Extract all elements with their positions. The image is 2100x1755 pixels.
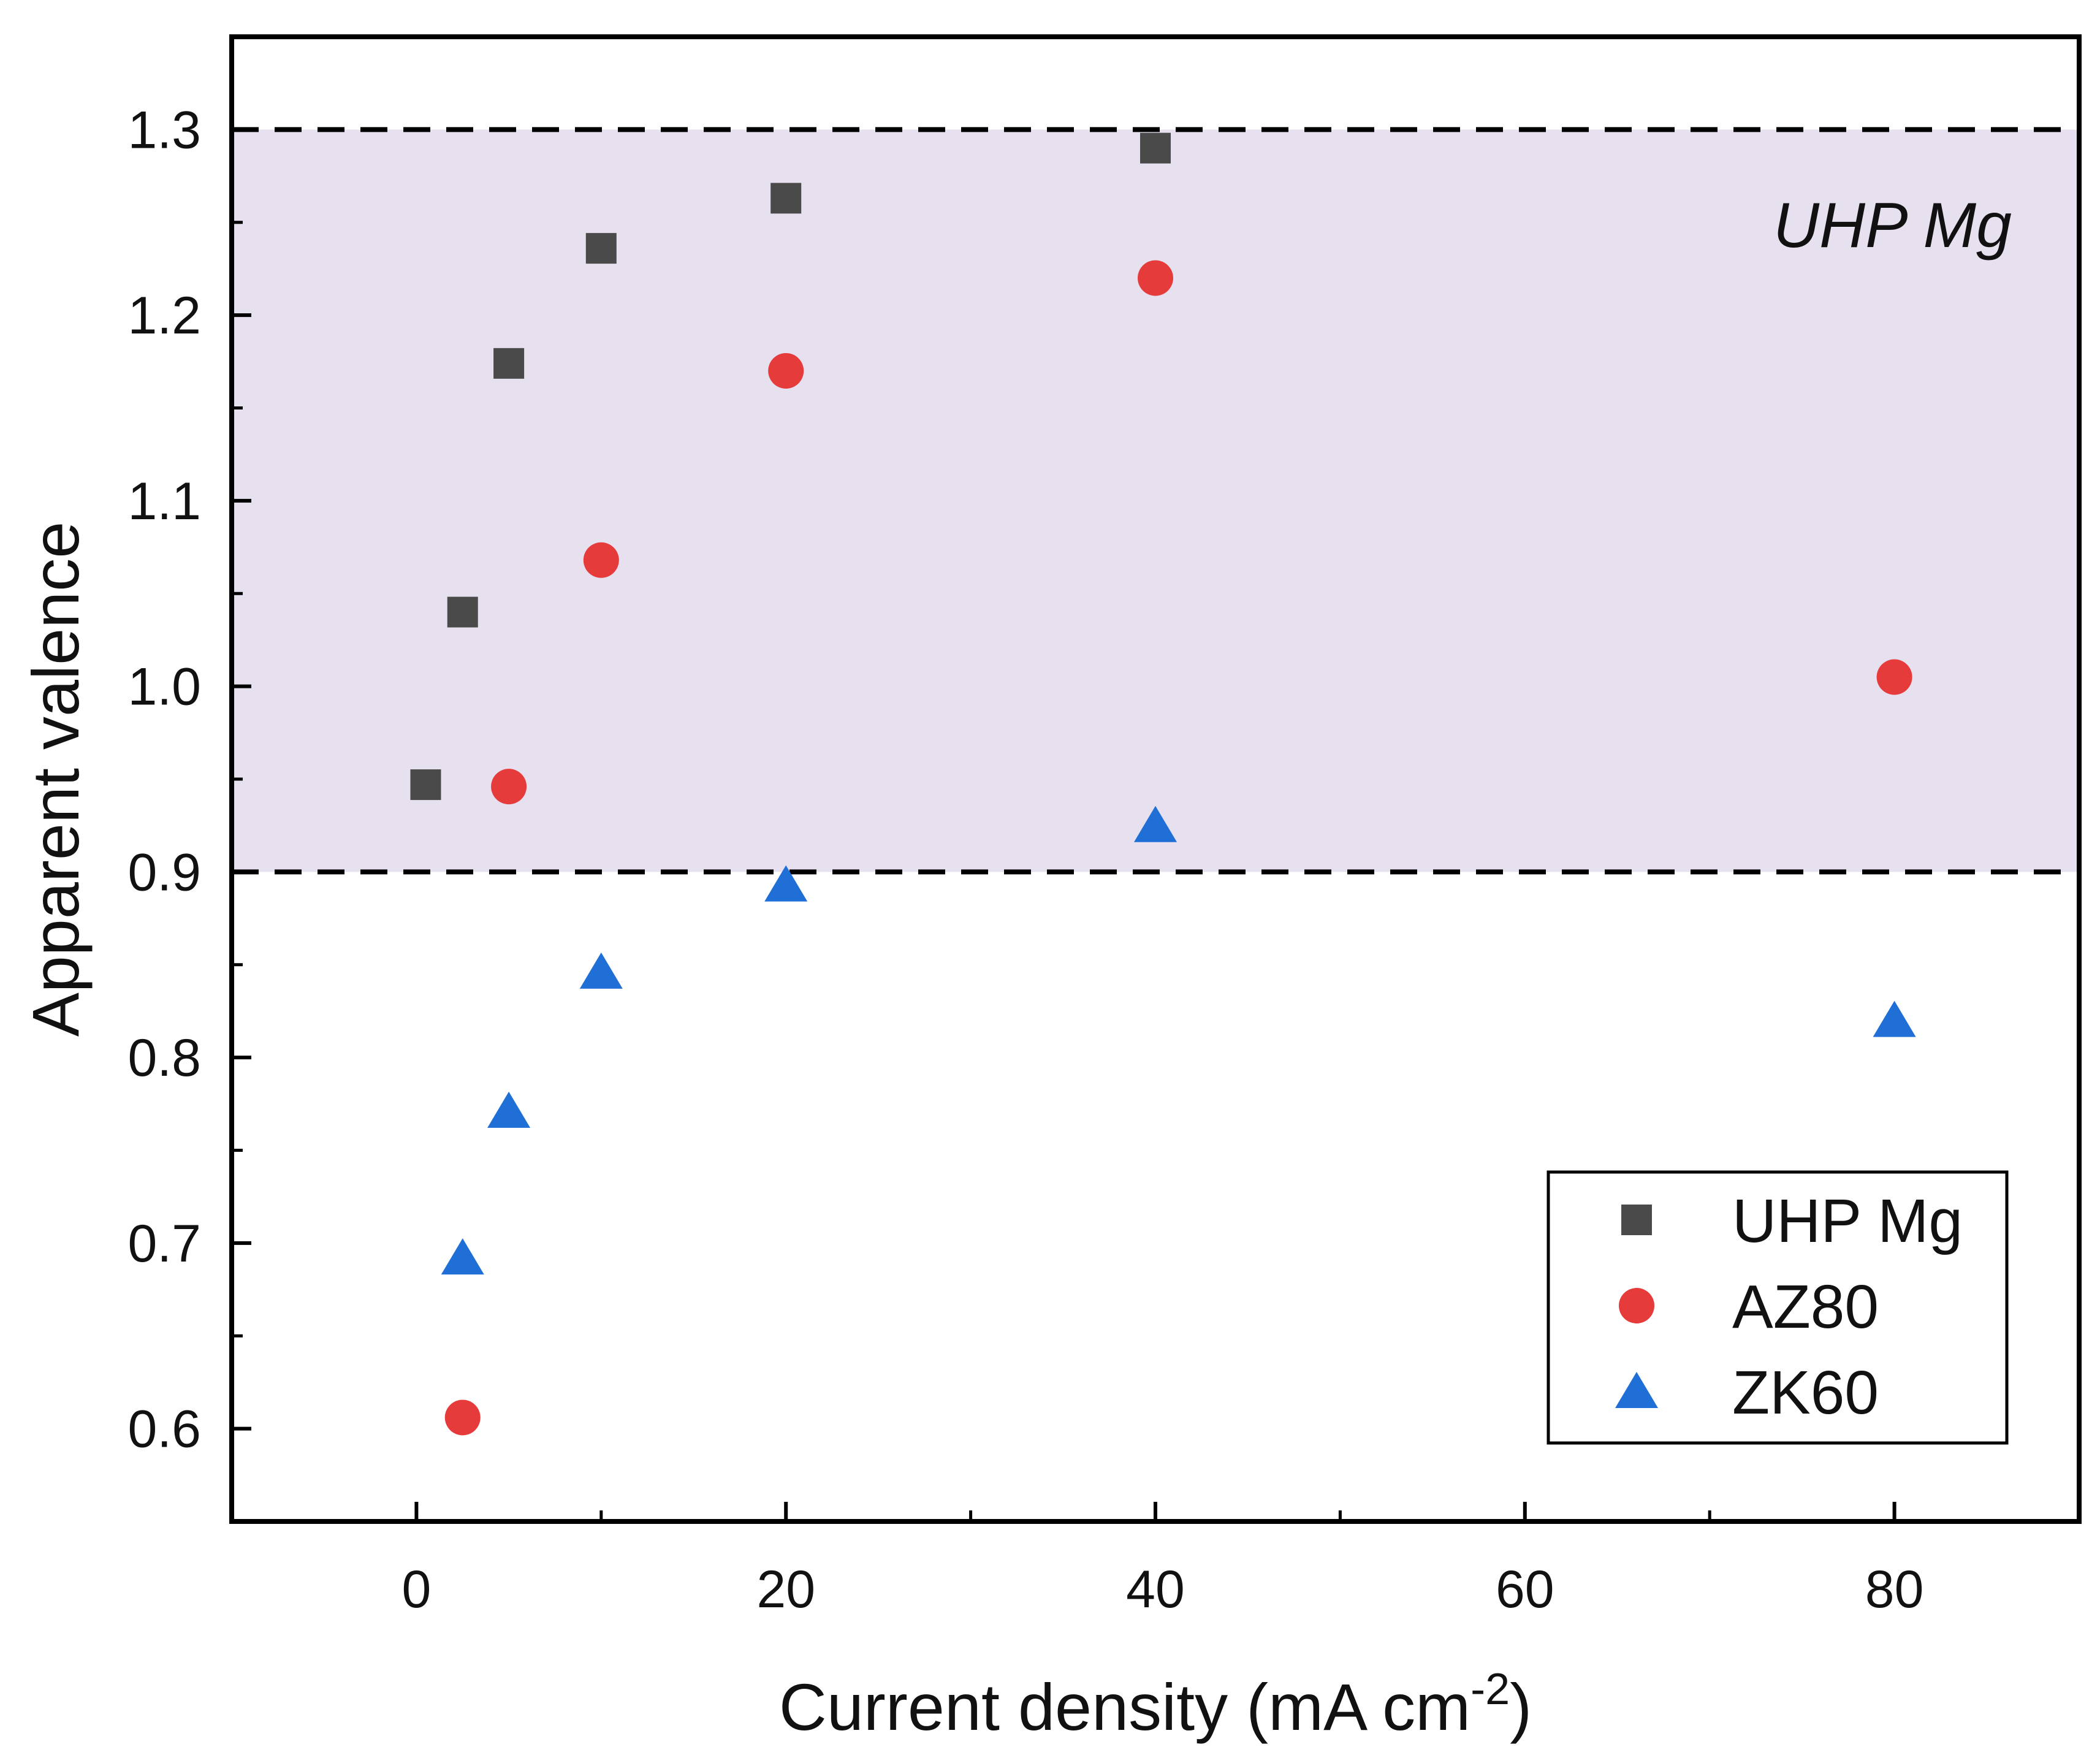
x-tick-label: 0 bbox=[401, 1560, 431, 1619]
x-axis-title-main: Current density (mA cm bbox=[779, 1670, 1470, 1744]
band-fill bbox=[232, 129, 2079, 872]
y-tick-label: 1.1 bbox=[127, 472, 201, 531]
y-tick-label: 1.0 bbox=[127, 658, 201, 717]
legend-label: ZK60 bbox=[1732, 1358, 1879, 1427]
data-point bbox=[768, 352, 804, 389]
data-point bbox=[444, 1399, 481, 1436]
band-label: UHP Mg bbox=[1773, 190, 2012, 261]
data-point bbox=[1134, 805, 1177, 842]
y-tick-label: 1.2 bbox=[127, 286, 201, 345]
plot-frame bbox=[229, 34, 2082, 1524]
y-tick-label: 0.6 bbox=[127, 1400, 201, 1459]
x-tick-label: 20 bbox=[756, 1560, 815, 1619]
data-point bbox=[585, 233, 617, 264]
data-point bbox=[1140, 132, 1171, 164]
data-point bbox=[583, 542, 619, 578]
data-point bbox=[447, 596, 478, 628]
y-tick-label: 1.3 bbox=[127, 101, 201, 159]
legend-label: AZ80 bbox=[1732, 1273, 1879, 1341]
x-axis-title: Current density (mA cm-2) bbox=[779, 1665, 1532, 1744]
x-axis-title-suffix: ) bbox=[1510, 1670, 1532, 1744]
x-tick-label: 40 bbox=[1126, 1560, 1185, 1619]
data-point bbox=[441, 1238, 484, 1275]
data-point bbox=[579, 952, 623, 989]
data-point bbox=[487, 1091, 531, 1128]
y-tick-label: 0.7 bbox=[127, 1214, 201, 1273]
legend-label: UHP Mg bbox=[1732, 1187, 1963, 1255]
data-point bbox=[493, 348, 525, 379]
tick-labels: 0 20 40 60 80 0.6 0.7 0.8 0.9 1.0 1.1 1.2 1.3 bbox=[127, 101, 1923, 1619]
data-point bbox=[1876, 659, 1912, 695]
legend-marker bbox=[1619, 1288, 1654, 1323]
y-tick-label: 0.9 bbox=[127, 843, 201, 902]
legend: UHP Mg AZ80 ZK60 bbox=[1546, 1170, 2009, 1445]
data-points bbox=[410, 132, 1916, 1436]
reference-band bbox=[232, 127, 2079, 875]
legend-marker bbox=[1615, 1372, 1658, 1408]
x-axis-title-superscript: -2 bbox=[1470, 1665, 1510, 1714]
data-point bbox=[770, 183, 802, 214]
legend-marker bbox=[1621, 1205, 1652, 1235]
x-tick-label: 60 bbox=[1496, 1560, 1554, 1619]
data-point bbox=[491, 769, 527, 805]
data-point bbox=[1138, 260, 1173, 296]
y-axis-title: Apparent valence bbox=[18, 522, 93, 1037]
x-tick-label: 80 bbox=[1865, 1560, 1924, 1619]
data-point bbox=[1873, 1000, 1916, 1037]
data-point bbox=[764, 865, 808, 902]
y-tick-label: 0.8 bbox=[127, 1029, 201, 1087]
data-point bbox=[410, 769, 441, 801]
